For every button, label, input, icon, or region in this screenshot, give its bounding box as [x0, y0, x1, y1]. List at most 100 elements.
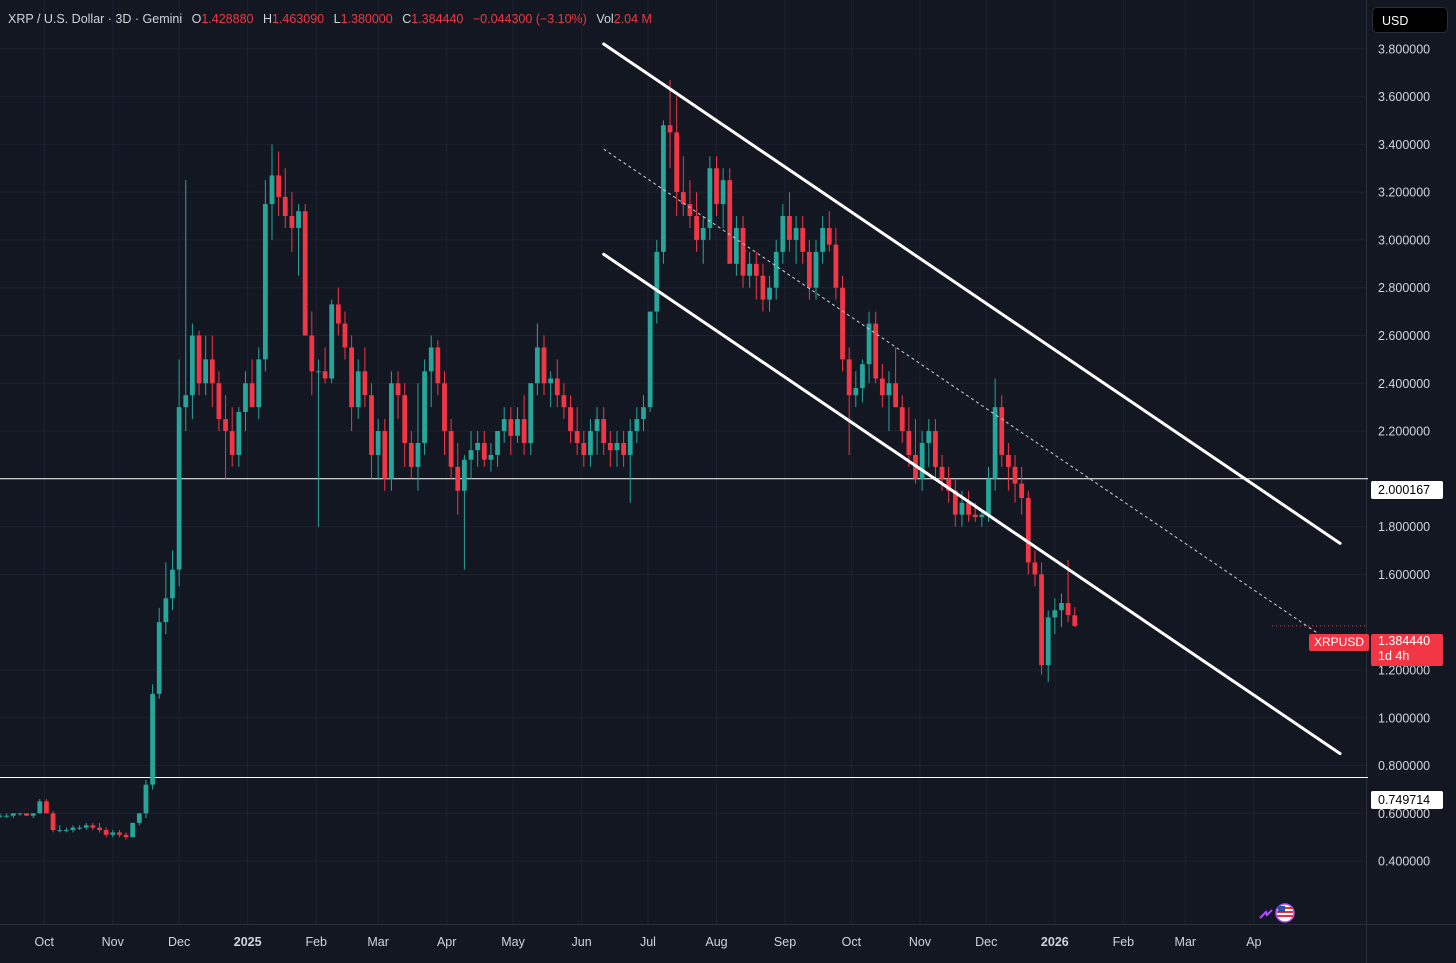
last-price-value: 1.384440 — [1378, 634, 1431, 648]
candle-body — [322, 371, 328, 379]
candle-body — [216, 383, 222, 420]
candle — [136, 813, 142, 826]
candle — [607, 431, 613, 467]
time-tick-label: Mar — [367, 935, 389, 949]
candle-body — [581, 442, 587, 455]
candle — [687, 180, 693, 228]
candle — [680, 156, 686, 217]
candle — [408, 431, 414, 479]
currency-button[interactable]: USD — [1372, 7, 1448, 33]
time-tick-label: Aug — [705, 935, 727, 949]
candle-body — [601, 419, 607, 443]
candles — [0, 79, 1078, 840]
candle — [389, 371, 394, 491]
candle-body — [501, 419, 507, 432]
candle — [150, 684, 155, 790]
candle — [203, 335, 209, 396]
time-axis: Oct Nov Dec 2025 Feb Mar Apr May Jun Jul Aug Sep Oct… — [35, 935, 1262, 949]
candle — [515, 407, 520, 443]
candle — [316, 359, 321, 527]
candle-body — [806, 251, 812, 288]
time-tick-label: Dec — [975, 935, 997, 949]
time-tick-label: Nov — [909, 935, 932, 949]
candle — [170, 550, 175, 611]
candle — [647, 311, 653, 412]
price-tick-label: 0.600000 — [1378, 807, 1430, 821]
candle-body — [342, 323, 348, 348]
candle — [395, 371, 401, 420]
candle — [707, 156, 713, 240]
low-label: L — [333, 12, 341, 26]
candle-body — [720, 180, 726, 205]
candle — [740, 216, 746, 288]
price-tick-label: 3.000000 — [1378, 233, 1430, 247]
candle — [886, 371, 892, 432]
last-price-tag: 1.384440 1d 4h — [1371, 634, 1443, 666]
candle — [1006, 442, 1011, 491]
candle-body — [879, 378, 885, 396]
candle — [243, 371, 248, 432]
candle-body — [674, 132, 680, 193]
candle-body — [44, 801, 49, 814]
candle — [528, 383, 534, 455]
candle — [309, 311, 315, 396]
level-tag-lower: 0.749714 — [1371, 791, 1443, 809]
candle-body — [243, 383, 248, 412]
candle — [462, 454, 467, 570]
countdown-timer: 1d 4h — [1378, 649, 1410, 663]
candle — [382, 419, 388, 491]
candle — [753, 251, 759, 300]
candle-body — [462, 459, 467, 491]
candle — [402, 383, 408, 467]
price-tick-label: 3.400000 — [1378, 138, 1430, 152]
time-tick-label: Jul — [640, 935, 656, 949]
candle-body — [594, 419, 600, 432]
candle-body — [647, 311, 653, 408]
candle — [163, 562, 169, 635]
volume-label: Vol — [596, 12, 614, 26]
candle — [249, 359, 255, 408]
candle — [793, 216, 799, 264]
candle — [554, 359, 560, 408]
us-flag-icon[interactable] — [1258, 902, 1298, 924]
candle-body — [534, 347, 540, 384]
candle — [727, 168, 733, 264]
candle-body — [694, 216, 699, 240]
candle — [70, 825, 76, 833]
high-label: H — [262, 12, 272, 26]
candle-body — [561, 395, 567, 408]
candle-body — [926, 431, 932, 443]
candle-body — [939, 466, 945, 479]
candle — [594, 407, 600, 455]
candle-body — [475, 442, 481, 451]
candle-body — [548, 378, 554, 384]
candle-body — [256, 359, 262, 408]
candle — [24, 813, 29, 816]
channel-lower-line — [602, 252, 1342, 756]
candle-body — [860, 364, 865, 389]
candle — [422, 359, 427, 455]
candle — [614, 431, 620, 467]
candle — [760, 263, 766, 312]
candle-body — [833, 244, 839, 288]
price-tick-label: 2.600000 — [1378, 329, 1430, 343]
candle — [601, 407, 607, 455]
candle-body — [541, 347, 547, 384]
candle-body — [136, 813, 142, 823]
candle — [0, 813, 3, 819]
candle — [588, 419, 593, 467]
candle-body — [568, 407, 573, 432]
candle-body — [740, 227, 746, 276]
candle-body — [1006, 454, 1011, 467]
open-value: 1.428880 — [201, 12, 254, 26]
candle — [229, 407, 235, 467]
candle-body — [389, 383, 394, 479]
price-tick-label: 2.800000 — [1378, 281, 1430, 295]
candle-body — [123, 834, 129, 838]
candle-body — [999, 407, 1005, 455]
candle — [846, 347, 852, 455]
candle — [866, 311, 872, 384]
high-value: 1.463090 — [272, 12, 325, 26]
